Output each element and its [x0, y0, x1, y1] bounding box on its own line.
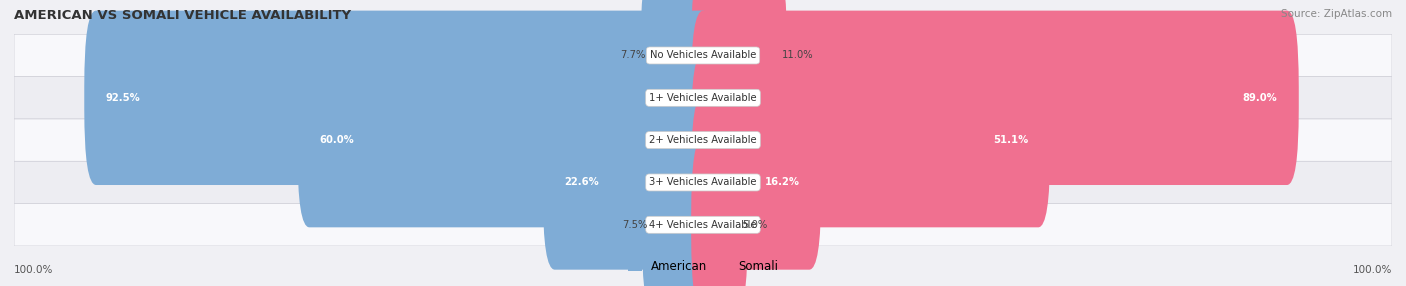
- FancyBboxPatch shape: [692, 53, 1050, 227]
- FancyBboxPatch shape: [641, 0, 714, 143]
- FancyBboxPatch shape: [14, 119, 1392, 161]
- FancyBboxPatch shape: [14, 34, 1392, 77]
- Text: 100.0%: 100.0%: [1353, 265, 1392, 275]
- Text: 89.0%: 89.0%: [1243, 93, 1277, 103]
- Text: 3+ Vehicles Available: 3+ Vehicles Available: [650, 178, 756, 187]
- Text: 100.0%: 100.0%: [14, 265, 53, 275]
- Text: 5.0%: 5.0%: [742, 220, 768, 230]
- Text: AMERICAN VS SOMALI VEHICLE AVAILABILITY: AMERICAN VS SOMALI VEHICLE AVAILABILITY: [14, 9, 352, 21]
- FancyBboxPatch shape: [543, 95, 714, 270]
- FancyBboxPatch shape: [643, 138, 714, 286]
- FancyBboxPatch shape: [84, 11, 714, 185]
- FancyBboxPatch shape: [14, 204, 1392, 246]
- Text: 11.0%: 11.0%: [782, 51, 813, 60]
- Text: 2+ Vehicles Available: 2+ Vehicles Available: [650, 135, 756, 145]
- Legend: American, Somali: American, Somali: [623, 256, 783, 278]
- Text: 92.5%: 92.5%: [105, 93, 141, 103]
- FancyBboxPatch shape: [14, 77, 1392, 119]
- FancyBboxPatch shape: [298, 53, 714, 227]
- Text: 7.5%: 7.5%: [621, 220, 647, 230]
- Text: 7.7%: 7.7%: [620, 51, 645, 60]
- FancyBboxPatch shape: [692, 0, 787, 143]
- Text: 4+ Vehicles Available: 4+ Vehicles Available: [650, 220, 756, 230]
- Text: 1+ Vehicles Available: 1+ Vehicles Available: [650, 93, 756, 103]
- FancyBboxPatch shape: [692, 11, 1299, 185]
- FancyBboxPatch shape: [692, 95, 821, 270]
- Text: 22.6%: 22.6%: [565, 178, 599, 187]
- Text: 51.1%: 51.1%: [993, 135, 1028, 145]
- Text: 16.2%: 16.2%: [765, 178, 800, 187]
- Text: 60.0%: 60.0%: [319, 135, 354, 145]
- Text: Source: ZipAtlas.com: Source: ZipAtlas.com: [1281, 9, 1392, 19]
- FancyBboxPatch shape: [14, 161, 1392, 204]
- FancyBboxPatch shape: [692, 138, 748, 286]
- Text: No Vehicles Available: No Vehicles Available: [650, 51, 756, 60]
